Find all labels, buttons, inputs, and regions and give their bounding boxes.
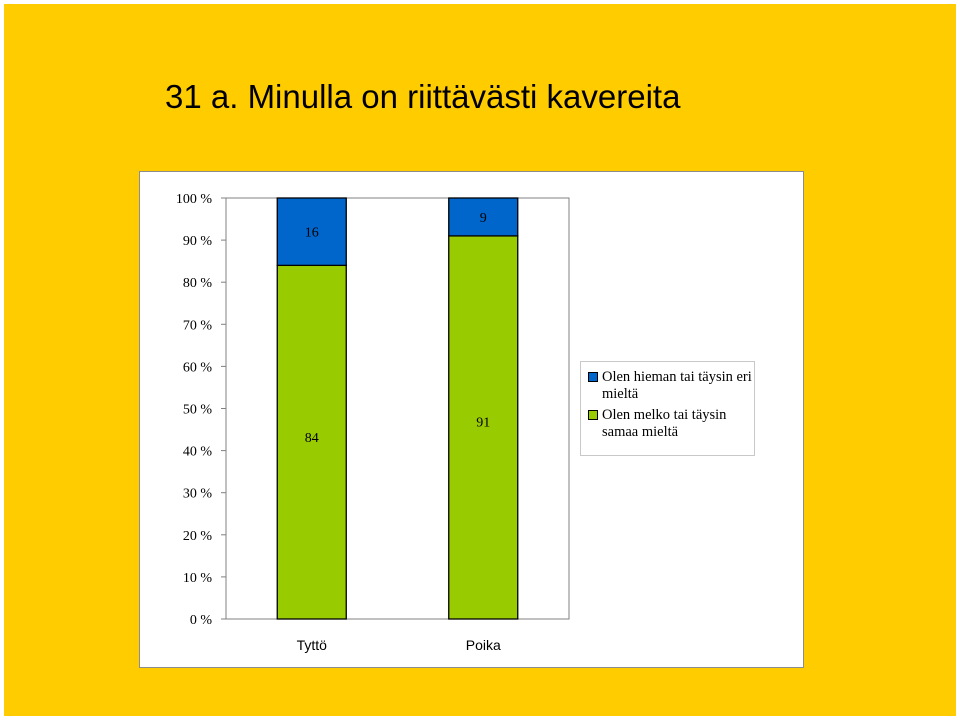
legend-item-disagree: Olen hieman tai täysin eri mieltä [581,369,754,403]
legend-swatch-blue [588,372,598,382]
slide-title: 31 a. Minulla on riittävästi kavereita [165,78,681,115]
legend-item-agree: Olen melko tai täysin samaa mieltä [581,407,754,441]
legend-label-disagree: Olen hieman tai täysin eri mieltä [602,369,752,402]
legend-swatch-green [588,410,598,420]
chart-legend: Olen hieman tai täysin eri mieltä Olen m… [580,361,755,456]
legend-label-agree: Olen melko tai täysin samaa mieltä [602,407,727,440]
